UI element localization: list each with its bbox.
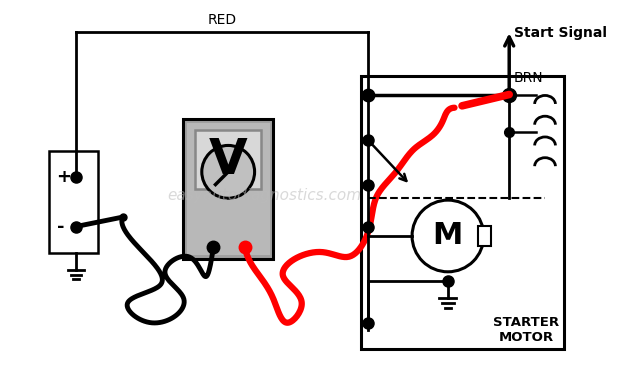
Text: BRN: BRN xyxy=(514,70,544,84)
Text: RED: RED xyxy=(207,13,237,27)
Text: +: + xyxy=(57,168,72,186)
Circle shape xyxy=(202,146,255,198)
Bar xyxy=(183,119,273,259)
Text: STARTER
MOTOR: STARTER MOTOR xyxy=(493,316,559,344)
Bar xyxy=(195,130,261,189)
Bar xyxy=(49,151,98,253)
Text: M: M xyxy=(433,222,463,251)
Bar xyxy=(361,76,564,349)
Text: easyautodiagnostics.com: easyautodiagnostics.com xyxy=(167,188,361,203)
Circle shape xyxy=(412,200,484,272)
Bar xyxy=(478,226,491,246)
Text: -: - xyxy=(57,217,64,236)
Text: Start Signal: Start Signal xyxy=(514,26,607,40)
Bar xyxy=(187,123,269,255)
Text: V: V xyxy=(209,136,248,184)
